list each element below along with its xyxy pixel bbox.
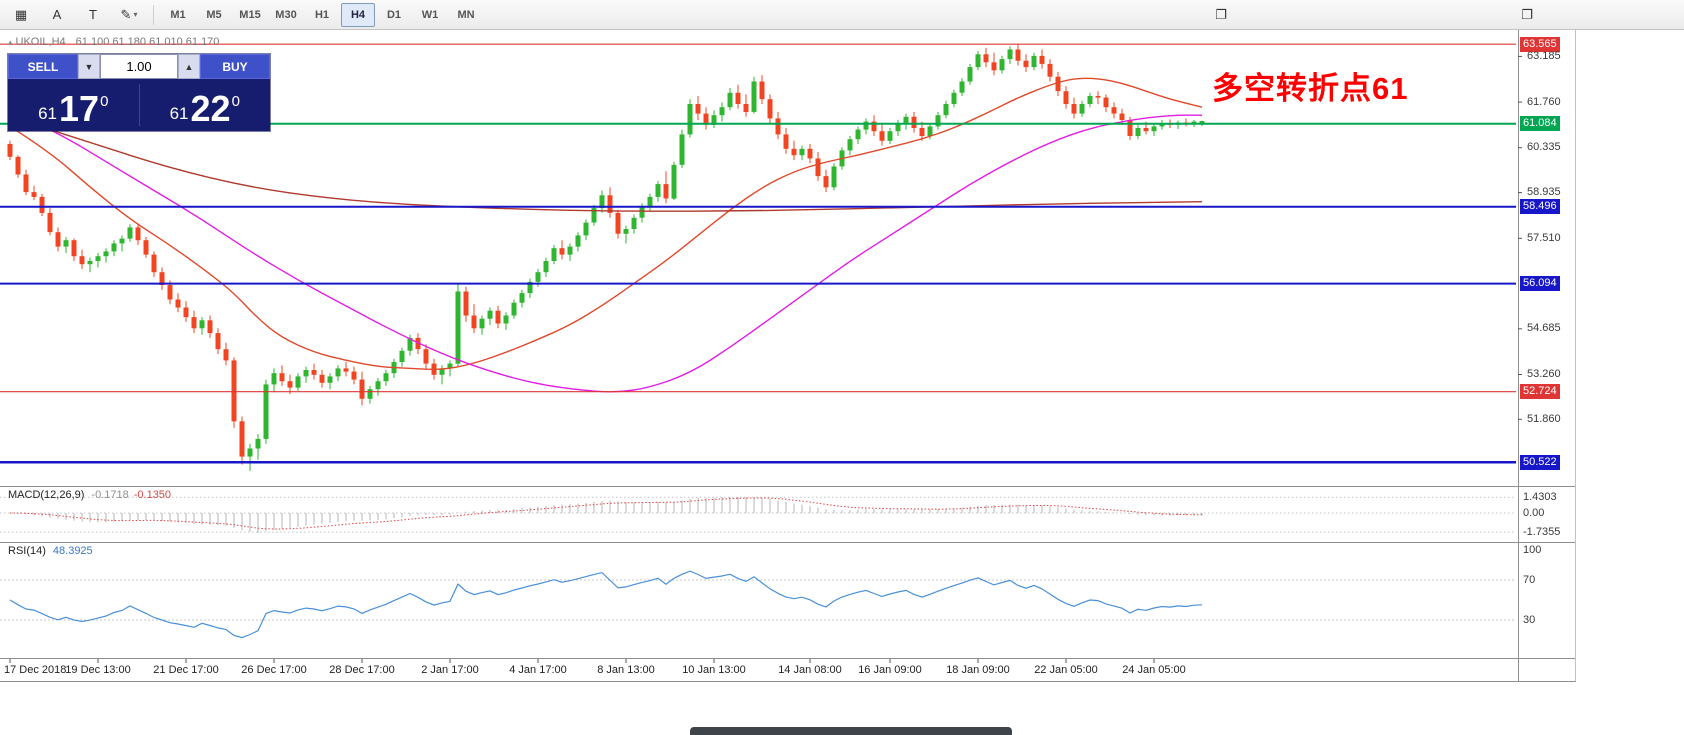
timeframe-mn-button[interactable]: MN	[457, 8, 475, 21]
price-divider	[138, 84, 140, 126]
time-axis-label[interactable]: 10 Jan 13:00	[682, 664, 746, 676]
time-axis-label[interactable]: 8 Jan 13:00	[597, 664, 655, 676]
timeframe-h1-button[interactable]: H1	[314, 8, 330, 21]
rsi-axis-label: 100	[1523, 544, 1542, 556]
new-window-icon[interactable]: ❐	[1521, 7, 1533, 22]
time-axis-label[interactable]: 26 Dec 17:00	[241, 664, 307, 676]
symbol-period: UKOIL,H4	[15, 36, 66, 48]
price-line-tag: 50.522	[1520, 455, 1560, 470]
price-axis-label: 54.685	[1527, 322, 1561, 334]
timeframe-h4-button[interactable]: H4	[341, 2, 375, 27]
price-axis-label: 60.335	[1527, 141, 1561, 153]
time-axis-label[interactable]: 19 Dec 13:00	[65, 664, 131, 676]
volume-decrease-button[interactable]: ▼	[78, 54, 100, 79]
dropdown-arrow-icon: ▾	[133, 10, 138, 19]
price-line-tag: 63.565	[1520, 37, 1560, 52]
buy-price-sup: 0	[231, 93, 240, 110]
sell-price-whole: 61	[38, 104, 58, 124]
time-axis-label[interactable]: 28 Dec 17:00	[329, 664, 395, 676]
price-line-tag: 52.724	[1520, 384, 1560, 399]
up-arrow-icon: ▲	[184, 61, 194, 72]
draw-tools-icon[interactable]: ✎ ▾	[120, 6, 138, 22]
timeframe-d1-button[interactable]: D1	[386, 8, 402, 21]
rsi-label: RSI(14) 48.3925	[8, 545, 100, 557]
timeframe-m5-button[interactable]: M5	[206, 8, 222, 21]
symbol-marker-icon: ▴	[8, 37, 13, 47]
timeframe-w1-button[interactable]: W1	[421, 8, 439, 21]
price-line-tag: 61.084	[1520, 116, 1560, 131]
timeframe-m30-button[interactable]: M30	[275, 8, 297, 21]
macd-signal-value: -0.1350	[133, 489, 172, 501]
buy-button[interactable]: BUY	[200, 54, 270, 79]
text-label-icon[interactable]: A	[52, 7, 62, 22]
down-arrow-icon: ▼	[84, 61, 94, 72]
time-axis-label[interactable]: 16 Jan 09:00	[858, 664, 922, 676]
chart-window-icon[interactable]: ❐	[1215, 7, 1227, 22]
chart-title: ▴ UKOIL,H4 61.100 61.180 61.010 61.170	[8, 36, 219, 48]
time-axis-label[interactable]: 4 Jan 17:00	[509, 664, 567, 676]
volume-input[interactable]	[100, 54, 178, 79]
macd-title: MACD(12,26,9)	[8, 489, 85, 501]
pattern-grid-icon[interactable]: ▦	[14, 6, 28, 22]
price-line-tag: 58.496	[1520, 199, 1560, 214]
rsi-axis-label: 30	[1523, 614, 1536, 626]
rsi-value: 48.3925	[52, 545, 93, 557]
chart-annotation: 多空转折点61	[1212, 71, 1409, 106]
time-axis-label[interactable]: 22 Jan 05:00	[1034, 664, 1098, 676]
trade-volume-row: SELL ▼ ▲ BUY	[8, 54, 270, 79]
rsi-axis-label: 70	[1523, 574, 1536, 586]
sell-price[interactable]: 61 17 0	[8, 79, 139, 131]
sell-price-pips: 17	[59, 88, 100, 130]
macd-axis-label: -1.7355	[1523, 526, 1561, 538]
taskbar-peek[interactable]	[690, 727, 1012, 735]
price-axis-label: 51.860	[1527, 413, 1561, 425]
price-axis-label: 63.185	[1527, 50, 1561, 62]
time-axis-label[interactable]: 24 Jan 05:00	[1122, 664, 1186, 676]
price-axis-label: 57.510	[1527, 232, 1561, 244]
time-axis-label[interactable]: 14 Jan 08:00	[778, 664, 842, 676]
rsi-title: RSI(14)	[8, 545, 46, 557]
time-axis-label[interactable]: 2 Jan 17:00	[421, 664, 479, 676]
timeframe-m15-button[interactable]: M15	[239, 8, 261, 21]
time-axis-label[interactable]: 21 Dec 17:00	[153, 664, 219, 676]
toolbar: ▦ A T ✎ ▾ M1 M5 M15 M30 H1 H4 D1 W1 MN ❐ ❐	[0, 0, 1684, 30]
time-axis[interactable]	[0, 659, 1518, 681]
price-axis-label: 53.260	[1527, 368, 1561, 380]
time-axis-label[interactable]: 17 Dec 2018	[4, 664, 67, 676]
trade-price-row: 61 17 0 61 22 0	[8, 79, 270, 131]
macd-label: MACD(12,26,9) -0.1718 -0.1350	[8, 489, 178, 501]
macd-main-value: -0.1718	[91, 489, 129, 501]
timeframe-m1-button[interactable]: M1	[170, 8, 186, 21]
textbox-icon[interactable]: T	[89, 7, 97, 22]
ohlc-values: 61.100 61.180 61.010 61.170	[75, 36, 220, 48]
macd-axis-label: 0.00	[1523, 507, 1545, 519]
price-axis-label: 61.760	[1527, 96, 1561, 108]
sell-button[interactable]: SELL	[8, 54, 78, 79]
volume-increase-button[interactable]: ▲	[178, 54, 200, 79]
buy-price[interactable]: 61 22 0	[140, 79, 271, 131]
sell-price-sup: 0	[100, 93, 109, 110]
price-axis-label: 58.935	[1527, 186, 1561, 198]
toolbar-separator	[153, 4, 154, 25]
macd-axis-label: 1.4303	[1523, 491, 1557, 503]
price-line-tag: 56.094	[1520, 276, 1560, 291]
time-axis-label[interactable]: 18 Jan 09:00	[946, 664, 1010, 676]
buy-price-pips: 22	[190, 88, 231, 130]
buy-price-whole: 61	[169, 104, 189, 124]
